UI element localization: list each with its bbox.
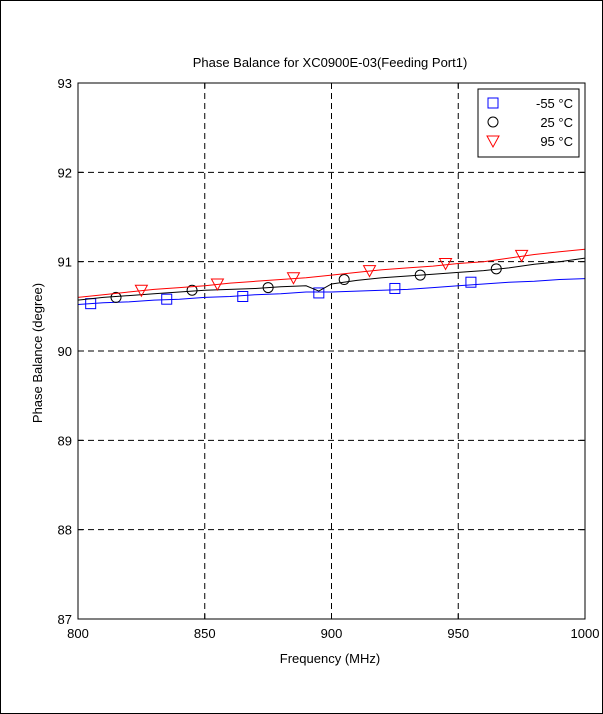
y-tick-label: 91 [58,255,72,270]
plot-series [77,248,586,310]
axis-ticks: 800 850 900 950 1000 87 88 89 90 91 92 93 [58,76,600,641]
series-marker-1 [414,269,426,281]
series-marker-1 [262,282,274,294]
series-marker-2 [438,257,453,271]
x-tick-label: 1000 [571,626,600,641]
y-axis-label: Phase Balance (degree) [30,283,45,423]
legend-marker-0 [487,97,499,109]
series-line-0 [77,278,586,305]
x-tick-label: 800 [67,626,89,641]
legend-label: 95 °C [540,134,573,149]
series-marker-0 [161,293,173,305]
y-tick-label: 90 [58,344,72,359]
series-marker-1 [110,291,122,303]
series-marker-0 [237,291,249,303]
series-marker-2 [362,265,377,278]
legend-label: -55 °C [536,96,573,111]
series-marker-1 [338,274,350,286]
legend-box [477,88,580,158]
legend-marker-1 [487,116,499,128]
legend-label: 25 °C [540,115,573,130]
grid [78,83,585,619]
chart-title: Phase Balance for XC0900E-03(Feeding Por… [193,55,468,70]
series-marker-2 [210,278,225,292]
plot-area-border [77,82,586,620]
legend-marker-2 [486,135,500,149]
y-tick-label: 89 [58,433,72,448]
series-line-2 [77,248,586,298]
x-tick-label: 950 [447,626,469,641]
series-marker-0 [313,287,325,299]
x-axis-label: Frequency (MHz) [280,651,380,666]
legend: -55 °C 25 °C 95 °C [477,88,580,158]
series-marker-0 [465,276,477,288]
series-marker-1 [186,284,198,296]
series-marker-0 [389,282,401,294]
series-marker-2 [514,249,529,263]
y-tick-label: 93 [58,76,72,91]
y-tick-label: 92 [58,165,72,180]
series-marker-2 [286,272,301,285]
x-tick-label: 900 [321,626,343,641]
series-marker-2 [134,284,149,298]
y-tick-label: 87 [58,612,72,627]
x-tick-label: 850 [194,626,216,641]
series-marker-1 [490,263,502,275]
y-tick-label: 88 [58,523,72,538]
series-line-1 [77,257,586,301]
